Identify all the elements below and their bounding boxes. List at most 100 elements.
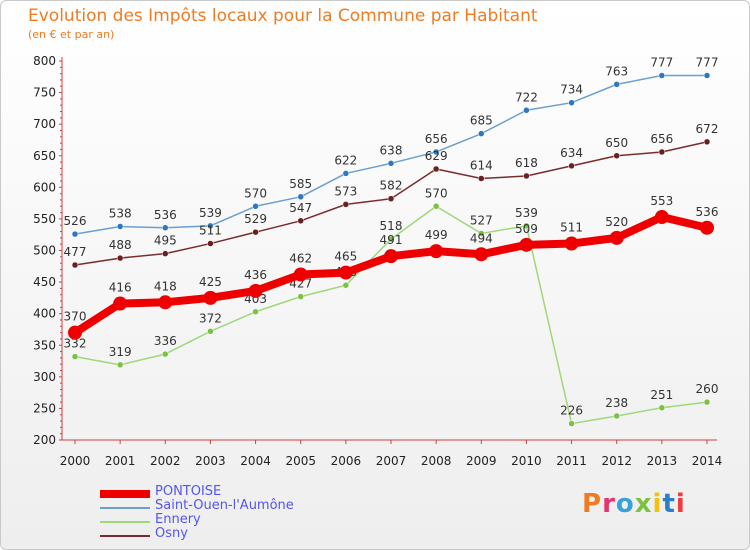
y-tick-label: 250 [33, 401, 56, 415]
data-point [703, 398, 711, 406]
data-point [613, 81, 620, 88]
data-label: 511 [560, 221, 583, 235]
data-label: 538 [109, 206, 132, 220]
data-point [207, 328, 214, 335]
data-point [207, 240, 214, 247]
data-point [568, 99, 575, 106]
data-label: 499 [425, 228, 448, 242]
y-tick-label: 450 [33, 275, 56, 289]
data-point [158, 295, 173, 310]
data-point [613, 412, 620, 420]
data-label: 539 [199, 206, 222, 220]
logo-letter: i [652, 489, 663, 519]
data-label: 518 [380, 219, 403, 233]
data-point [342, 281, 350, 289]
data-point [432, 148, 440, 156]
y-tick-label: 200 [33, 433, 56, 447]
data-point [387, 160, 395, 167]
data-label: 570 [244, 186, 267, 200]
data-point [68, 325, 82, 340]
data-point [387, 235, 395, 243]
data-label: 585 [289, 177, 312, 191]
data-label: 553 [650, 194, 673, 208]
data-point [703, 138, 711, 146]
data-point [252, 308, 259, 316]
x-tick-label: 2014 [692, 454, 723, 468]
data-point [207, 222, 214, 230]
data-label: 465 [334, 250, 357, 264]
x-tick-label: 2008 [421, 454, 452, 468]
data-point [297, 193, 304, 201]
data-label: 495 [154, 234, 177, 248]
data-label: 618 [515, 156, 538, 170]
y-tick-label: 300 [33, 370, 56, 384]
legend-label: Saint-Ouen-l'Aumône [155, 498, 294, 513]
data-point [523, 107, 530, 114]
data-point [519, 237, 534, 252]
data-point [384, 249, 398, 264]
data-label: 494 [470, 231, 493, 245]
data-label: 526 [64, 214, 87, 228]
data-label: 656 [650, 132, 673, 146]
logo-letter: i [675, 489, 686, 519]
data-label: 536 [696, 205, 719, 219]
data-label: 509 [515, 222, 538, 236]
data-label: 529 [244, 212, 267, 226]
data-label: 226 [560, 404, 583, 418]
data-point [342, 201, 350, 208]
x-tick-label: 2009 [466, 454, 497, 468]
y-tick-label: 400 [33, 307, 56, 321]
legend-swatch [100, 535, 150, 537]
data-label: 416 [109, 281, 132, 295]
data-point [432, 165, 440, 173]
data-point [478, 230, 485, 237]
data-point [700, 220, 714, 235]
data-label: 650 [605, 136, 628, 150]
data-point [432, 203, 440, 210]
logo-letter: o [615, 489, 635, 519]
data-point [71, 261, 79, 269]
x-tick-label: 2003 [195, 454, 226, 468]
data-label: 656 [425, 132, 448, 146]
proxiti-logo: Proxiti [582, 489, 686, 519]
data-point [252, 203, 259, 210]
data-point [116, 223, 124, 230]
data-label: 685 [470, 114, 493, 128]
data-point [564, 236, 579, 251]
data-point [162, 350, 169, 358]
x-tick-label: 2005 [285, 454, 316, 468]
data-label: 488 [109, 238, 132, 252]
data-point [387, 195, 395, 202]
x-tick-label: 2010 [511, 454, 542, 468]
data-point [162, 250, 169, 257]
data-label: 570 [425, 186, 448, 200]
data-label: 777 [650, 56, 673, 70]
data-point [297, 217, 304, 225]
data-point [654, 210, 669, 225]
y-tick-label: 500 [33, 244, 56, 258]
data-point [116, 254, 124, 262]
x-tick-label: 2012 [601, 454, 632, 468]
data-point [658, 404, 666, 412]
data-point [568, 420, 575, 427]
y-tick-label: 750 [33, 86, 56, 100]
logo-letter: x [634, 489, 653, 519]
x-tick-label: 2000 [60, 454, 91, 468]
data-point [297, 293, 304, 300]
data-point [252, 228, 259, 236]
data-point [116, 361, 124, 369]
x-tick-label: 2006 [331, 454, 362, 468]
data-point [71, 353, 79, 360]
data-label: 491 [380, 233, 403, 247]
data-point [162, 224, 169, 232]
y-tick-label: 600 [33, 180, 56, 194]
data-point [71, 230, 79, 238]
data-label: 672 [696, 122, 719, 136]
y-tick-label: 350 [33, 338, 56, 352]
data-point [429, 244, 444, 259]
legend-label: Ennery [155, 512, 201, 527]
data-point [248, 283, 263, 298]
data-label: 614 [470, 158, 493, 172]
data-label: 425 [199, 275, 222, 289]
